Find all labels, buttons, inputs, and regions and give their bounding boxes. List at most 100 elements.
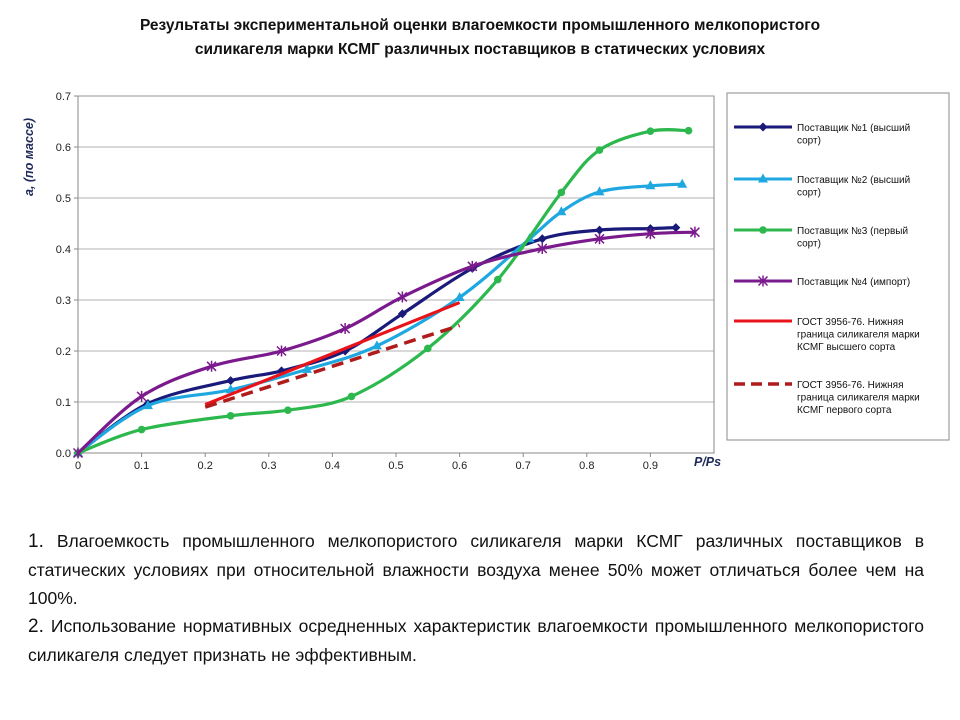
series-6 (204, 323, 461, 409)
y-tick-labels: 0.0 0.1 0.2 0.3 0.4 0.5 0.6 0.7 (56, 91, 71, 460)
series-4-point (689, 226, 700, 238)
legend-box (726, 92, 950, 441)
chart-title-line-2: силикагеля марки КСМГ различных поставщи… (194, 41, 766, 58)
legend-marker (759, 226, 767, 234)
series-1-point (537, 234, 547, 244)
conclusion-1-number: 1. (28, 531, 44, 552)
conclusion-2-text: Использование нормативных осредненных ха… (28, 616, 924, 665)
series-4-point (340, 323, 351, 335)
series-5-line (204, 301, 461, 407)
series-3-point (284, 406, 292, 414)
series-3-point (684, 126, 693, 135)
series-2-point (677, 178, 688, 188)
series-2-point (142, 400, 153, 410)
series-3-point (595, 146, 604, 154)
chart-title-line-1: Результаты экспериментальной оценки влаг… (139, 17, 821, 34)
series-4-point (136, 390, 147, 402)
series-2-point (645, 180, 656, 190)
series-3-point (493, 275, 502, 284)
conclusion-2-number: 2. (28, 616, 44, 637)
series-4-point (467, 260, 478, 272)
series-3-point (557, 188, 566, 197)
x-axis-label: P/Ps (694, 455, 721, 469)
series-3-point (424, 344, 432, 353)
plot-area (77, 95, 715, 454)
y-axis-label: а, (по массе) (22, 118, 36, 196)
legend-label: сорт) (797, 188, 821, 199)
series-2-point (594, 186, 605, 196)
legend-label: граница силикагеля марки (797, 330, 920, 341)
series-1-point (397, 309, 407, 319)
legend-label: ГОСТ 3956-76. Нижняя (797, 380, 904, 391)
series-4-point (397, 291, 408, 303)
legend-label: Поставщик №3 (первый (797, 226, 908, 237)
series-2-point (225, 384, 236, 394)
legend-item-3: Поставщик №3 (первый сорт) (734, 226, 908, 250)
legend-item-2: Поставщик №2 (высший сорт) (734, 173, 910, 199)
x-tick-label: 0 (75, 460, 81, 472)
series-1-point (595, 225, 605, 235)
chart-title: Результаты экспериментальной оценки влаг… (40, 14, 920, 62)
series-4-point (72, 447, 84, 459)
y-tick-label: 0.1 (56, 397, 71, 409)
legend-label: Поставщик №2 (высший (797, 175, 910, 186)
x-tick-labels: 0 0.1 0.2 0.3 0.4 0.5 0.6 0.7 0.8 0.9 (75, 460, 658, 472)
legend-label: КСМГ первого сорта (797, 405, 892, 416)
series-3-point (646, 127, 655, 135)
legend-item-4: Поставщик №4 (импорт) (734, 275, 910, 288)
y-tick-label: 0.3 (56, 295, 71, 307)
x-tick-label: 0.2 (198, 460, 213, 472)
x-tick-label: 0.6 (452, 460, 467, 472)
series-2-point (454, 291, 465, 301)
series-5 (204, 301, 461, 407)
series-1-line (77, 226, 676, 455)
series-3-point (226, 411, 235, 420)
legend-item-1: Поставщик №1 (высший сорт) (734, 122, 910, 147)
series-4-point (537, 242, 548, 254)
series-4-point (594, 233, 605, 245)
series-2-point (301, 363, 312, 373)
y-tick-label: 0.4 (56, 244, 71, 256)
conclusions: 1. Влагоемкость промышленного мелкопорис… (28, 527, 924, 669)
series-3-point (347, 392, 356, 401)
conclusion-2: 2. Использование нормативных осредненных… (28, 612, 924, 669)
series-group (72, 126, 700, 459)
legend-label: КСМГ высшего сорта (797, 342, 896, 353)
series-4-line (76, 230, 695, 455)
legend-marker (758, 173, 768, 183)
y-tick-label: 0.5 (56, 193, 71, 205)
legend-label: ГОСТ 3956-76. Нижняя (797, 317, 904, 328)
x-tick-label: 0.8 (579, 460, 594, 472)
legend-label: граница силикагеля марки (797, 393, 920, 404)
legend-marker (757, 275, 769, 287)
series-4 (72, 226, 700, 459)
y-tick-label: 0.0 (56, 448, 71, 460)
series-1-point (671, 223, 681, 233)
legend-label: Поставщик №1 (высший (797, 123, 910, 134)
legend-label: сорт) (797, 239, 821, 250)
series-3-point (137, 425, 146, 434)
x-tick-label: 0.3 (261, 460, 276, 472)
series-3 (74, 126, 693, 457)
series-4-point (276, 345, 287, 357)
chart: 0.0 0.1 0.2 0.3 0.4 0.5 0.6 0.7 0 0.1 0.2 0.3 0.4 0.… (22, 91, 950, 472)
x-tick-label: 0.7 (516, 460, 531, 472)
conclusion-1: 1. Влагоемкость промышленного мелкопорис… (28, 527, 924, 612)
plot-border (77, 95, 715, 454)
y-tick-label: 0.6 (56, 142, 71, 154)
series-4-point (206, 360, 217, 372)
x-tick-label: 0.4 (325, 460, 340, 472)
legend-marker (758, 122, 768, 132)
x-tick-label: 0.5 (388, 460, 403, 472)
y-tick-label: 0.2 (56, 346, 71, 358)
legend-item-6: ГОСТ 3956-76. Нижняя граница силикагеля м… (734, 380, 920, 416)
series-2-point (556, 206, 567, 216)
legend-item-5: ГОСТ 3956-76. Нижняя граница силикагеля м… (734, 317, 920, 353)
series-4-point (645, 228, 656, 240)
series-6-line (204, 323, 461, 409)
conclusion-1-text: Влагоемкость промышленного мелкопористог… (28, 531, 924, 608)
legend-label: сорт) (797, 136, 821, 147)
x-tick-label: 0.9 (643, 460, 658, 472)
y-tick-label: 0.7 (56, 91, 71, 103)
